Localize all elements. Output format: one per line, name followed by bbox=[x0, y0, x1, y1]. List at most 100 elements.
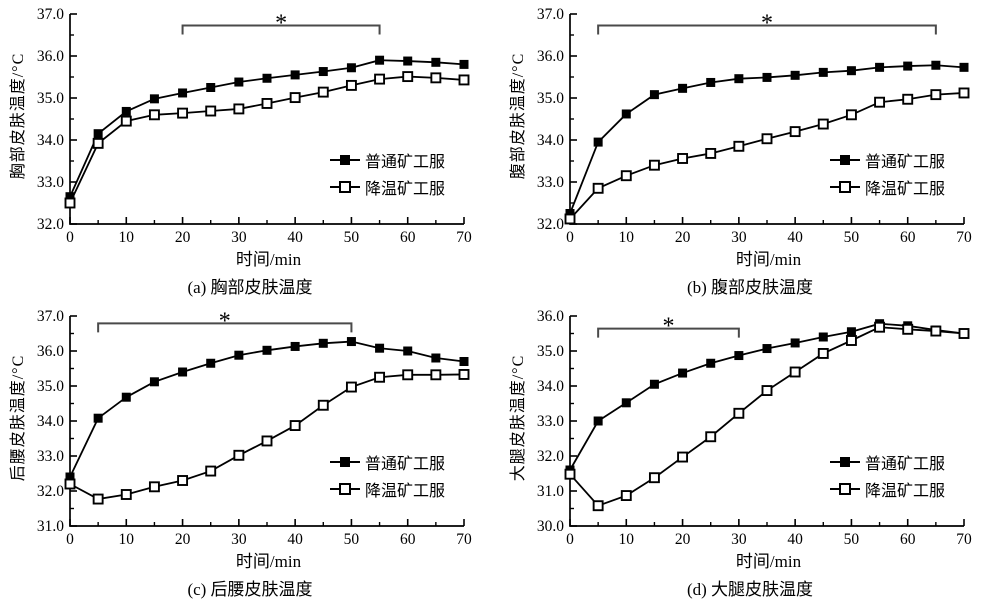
legend-item: 普通矿工服 bbox=[330, 449, 445, 474]
x-axis-tick-label: 0 bbox=[566, 229, 574, 246]
filled-square-data-marker bbox=[593, 137, 603, 147]
filled-square-data-marker bbox=[903, 61, 913, 71]
open-square-data-marker bbox=[648, 472, 660, 484]
open-square-data-marker bbox=[958, 328, 970, 339]
open-square-data-marker bbox=[930, 325, 942, 337]
filled-square-data-marker bbox=[178, 88, 188, 98]
panel-caption: (c) 后腰皮肤温度 bbox=[187, 580, 313, 599]
open-square-data-marker bbox=[874, 96, 886, 108]
x-axis-tick-label: 30 bbox=[731, 229, 747, 246]
filled-square-data-marker bbox=[678, 368, 688, 378]
filled-square-data-marker bbox=[375, 55, 385, 65]
filled-square-data-marker bbox=[149, 94, 159, 104]
filled-square-data-marker bbox=[762, 72, 772, 82]
open-square-data-marker bbox=[120, 115, 132, 127]
x-axis-tick-label: 10 bbox=[619, 229, 635, 246]
open-square-data-marker bbox=[592, 500, 604, 512]
open-square-data-marker bbox=[430, 72, 442, 84]
open-square-data-marker bbox=[205, 105, 217, 117]
y-axis-tick-label: 31.0 bbox=[537, 483, 564, 500]
filled-square-data-marker bbox=[931, 60, 941, 70]
legend-item: 普通矿工服 bbox=[830, 147, 945, 172]
y-axis-tick-label: 34.0 bbox=[37, 413, 64, 430]
open-square-data-marker bbox=[402, 71, 414, 83]
y-axis-tick-label: 34.0 bbox=[537, 132, 564, 149]
open-square-data-marker bbox=[789, 126, 801, 138]
significance-asterisk: * bbox=[275, 11, 287, 37]
x-axis-tick-label: 50 bbox=[344, 229, 360, 246]
open-square-data-marker bbox=[289, 92, 301, 104]
legend-label: 降温矿工服 bbox=[865, 180, 946, 198]
open-square-data-marker bbox=[345, 79, 357, 91]
x-axis-tick-label: 20 bbox=[675, 531, 691, 548]
filled-square-data-marker bbox=[846, 327, 856, 337]
y-axis-tick-label: 33.0 bbox=[537, 413, 564, 430]
filled-square-marker-icon bbox=[830, 456, 860, 467]
x-axis-tick-label: 70 bbox=[456, 229, 472, 246]
filled-square-data-marker bbox=[290, 341, 300, 351]
open-square-data-marker bbox=[374, 371, 386, 383]
open-square-data-marker bbox=[845, 335, 857, 346]
filled-square-data-marker bbox=[65, 472, 75, 482]
legend-item: 降温矿工服 bbox=[830, 174, 945, 199]
open-square-data-marker bbox=[92, 493, 104, 505]
filled-square-marker-icon bbox=[330, 456, 360, 467]
x-axis-tick-label: 0 bbox=[66, 229, 74, 246]
filled-square-marker-icon bbox=[830, 154, 860, 165]
open-square-data-marker bbox=[761, 385, 773, 397]
open-square-data-marker bbox=[620, 490, 632, 502]
filled-square-data-marker bbox=[621, 398, 631, 408]
filled-square-data-marker bbox=[459, 357, 469, 366]
legend-label: 降温矿工服 bbox=[865, 482, 946, 500]
legend: 普通矿工服 降温矿工服 bbox=[830, 449, 945, 501]
filled-square-data-marker bbox=[678, 83, 688, 93]
y-axis-tick-label: 36.0 bbox=[37, 343, 64, 360]
y-axis-tick-label: 36.0 bbox=[537, 48, 564, 65]
y-axis-tick-label: 35.0 bbox=[37, 378, 64, 395]
open-square-data-marker bbox=[148, 481, 160, 493]
significance-bracket bbox=[597, 327, 740, 338]
plot-area: 30.0 31.0 32.0 33.0 34.0 35.0 36.0 0 10 20 30 40 50 6… bbox=[537, 308, 972, 548]
x-axis-tick-label: 20 bbox=[175, 531, 191, 548]
filled-square-data-marker bbox=[375, 343, 385, 353]
x-axis-tick-label: 70 bbox=[456, 531, 472, 548]
filled-square-data-marker bbox=[346, 337, 356, 347]
filled-square-data-marker bbox=[706, 77, 716, 87]
y-axis-tick-label: 32.0 bbox=[37, 483, 64, 500]
panel-caption: (a) 胸部皮肤温度 bbox=[187, 278, 313, 297]
open-square-data-marker bbox=[205, 465, 217, 477]
filled-square-data-marker bbox=[93, 413, 103, 423]
axis-spines bbox=[69, 316, 464, 527]
legend-label: 降温矿工服 bbox=[365, 482, 446, 500]
filled-square-marker-icon bbox=[330, 154, 360, 165]
legend-item: 普通矿工服 bbox=[830, 449, 945, 474]
x-axis-label: 时间/min bbox=[235, 552, 302, 571]
legend: 普通矿工服 降温矿工服 bbox=[330, 147, 445, 199]
significance-bracket bbox=[597, 24, 937, 35]
x-axis-tick-label: 10 bbox=[119, 531, 135, 548]
legend-label: 普通矿工服 bbox=[365, 153, 446, 171]
y-axis-tick-label: 36.0 bbox=[537, 308, 564, 325]
open-square-data-marker bbox=[148, 109, 160, 121]
legend-item: 降温矿工服 bbox=[830, 476, 945, 501]
open-square-data-marker bbox=[761, 133, 773, 145]
x-axis-tick-label: 20 bbox=[675, 229, 691, 246]
filled-square-data-marker bbox=[431, 57, 441, 67]
y-axis-tick-label: 35.0 bbox=[37, 90, 64, 107]
filled-square-data-marker bbox=[959, 62, 969, 72]
y-axis-tick-label: 33.0 bbox=[537, 174, 564, 191]
open-square-data-marker bbox=[733, 407, 745, 419]
y-axis-tick-label: 34.0 bbox=[37, 132, 64, 149]
open-square-data-marker bbox=[845, 109, 857, 121]
x-axis-label: 时间/min bbox=[735, 250, 802, 269]
open-square-data-marker bbox=[374, 73, 386, 85]
open-square-data-marker bbox=[317, 86, 329, 98]
filled-square-data-marker bbox=[565, 209, 575, 218]
y-axis-tick-label: 33.0 bbox=[37, 174, 64, 191]
panel-caption: (b) 腹部皮肤温度 bbox=[686, 278, 814, 297]
significance-asterisk: * bbox=[663, 314, 675, 340]
filled-square-data-marker bbox=[706, 358, 716, 368]
open-square-data-marker bbox=[64, 197, 76, 209]
open-square-marker-icon bbox=[330, 482, 360, 495]
